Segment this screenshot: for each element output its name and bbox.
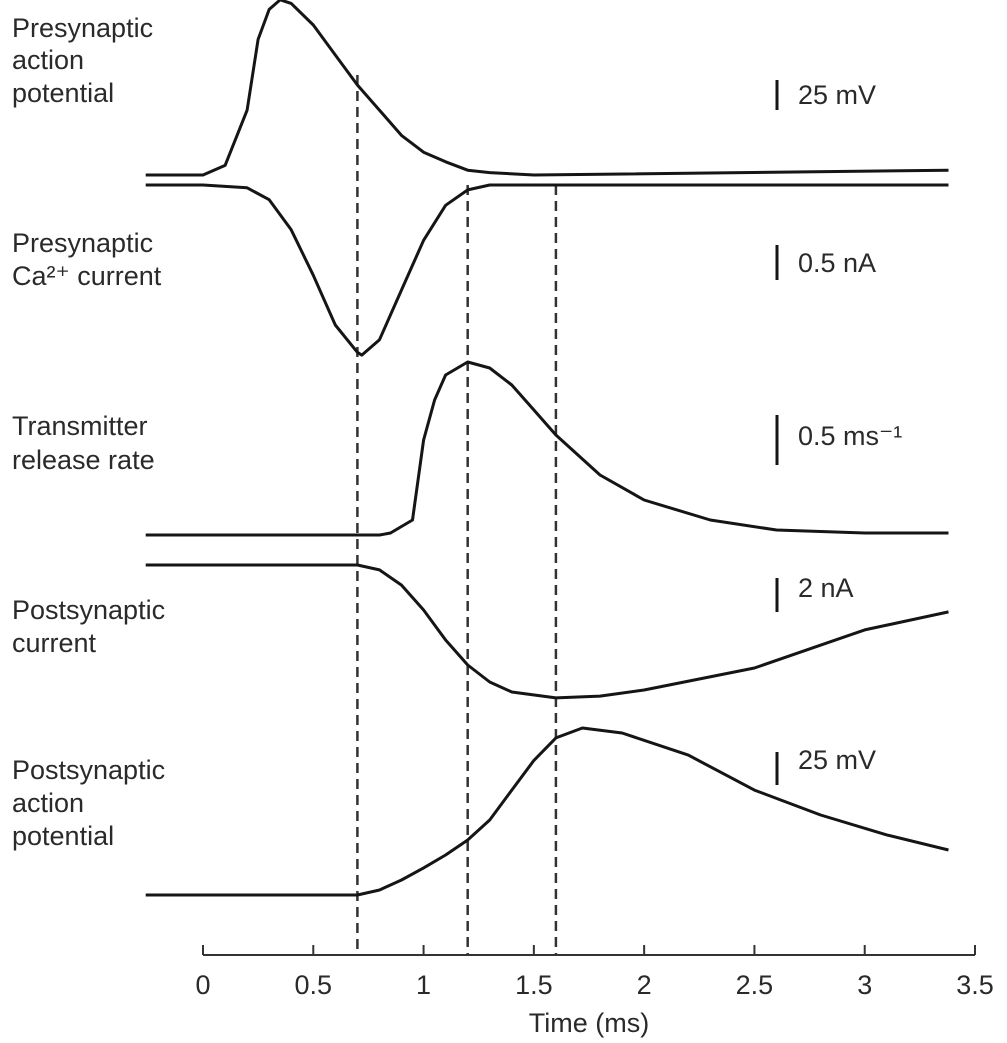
trace-name: action — [12, 788, 84, 818]
trace-name: potential — [12, 78, 114, 108]
trace — [145, 0, 949, 177]
trace-name: Postsynaptic — [12, 755, 165, 785]
trace-name: Presynaptic — [12, 13, 153, 43]
x-tick-label: 3.5 — [956, 970, 994, 1000]
x-tick-label: 1.5 — [515, 970, 553, 1000]
scale-bar-label: 25 mV — [798, 745, 876, 775]
scale-bar-label: 2 nA — [798, 573, 854, 603]
x-tick-label: 0.5 — [295, 970, 333, 1000]
scale-bar-label: 0.5 ms⁻¹ — [798, 421, 902, 451]
trace-name: current — [12, 628, 97, 658]
trace-name: Presynaptic — [12, 228, 153, 258]
x-tick-label: 1 — [416, 970, 431, 1000]
trace-name: Postsynaptic — [12, 595, 165, 625]
x-axis-label: Time (ms) — [529, 1008, 649, 1038]
trace-name: Ca²⁺ current — [12, 261, 162, 291]
trace — [145, 183, 949, 357]
trace-name: action — [12, 45, 84, 75]
trace-name: Transmitter — [12, 411, 148, 441]
scale-bar-label: 25 mV — [798, 80, 876, 110]
x-tick-label: 0 — [195, 970, 210, 1000]
x-tick-label: 2 — [637, 970, 652, 1000]
scale-bar-label: 0.5 nA — [798, 248, 876, 278]
trace — [145, 726, 949, 897]
trace — [145, 563, 949, 700]
trace-name: release rate — [12, 445, 155, 475]
x-tick-label: 3 — [857, 970, 872, 1000]
trace-name: potential — [12, 821, 114, 851]
x-tick-label: 2.5 — [736, 970, 774, 1000]
trace — [145, 360, 949, 537]
